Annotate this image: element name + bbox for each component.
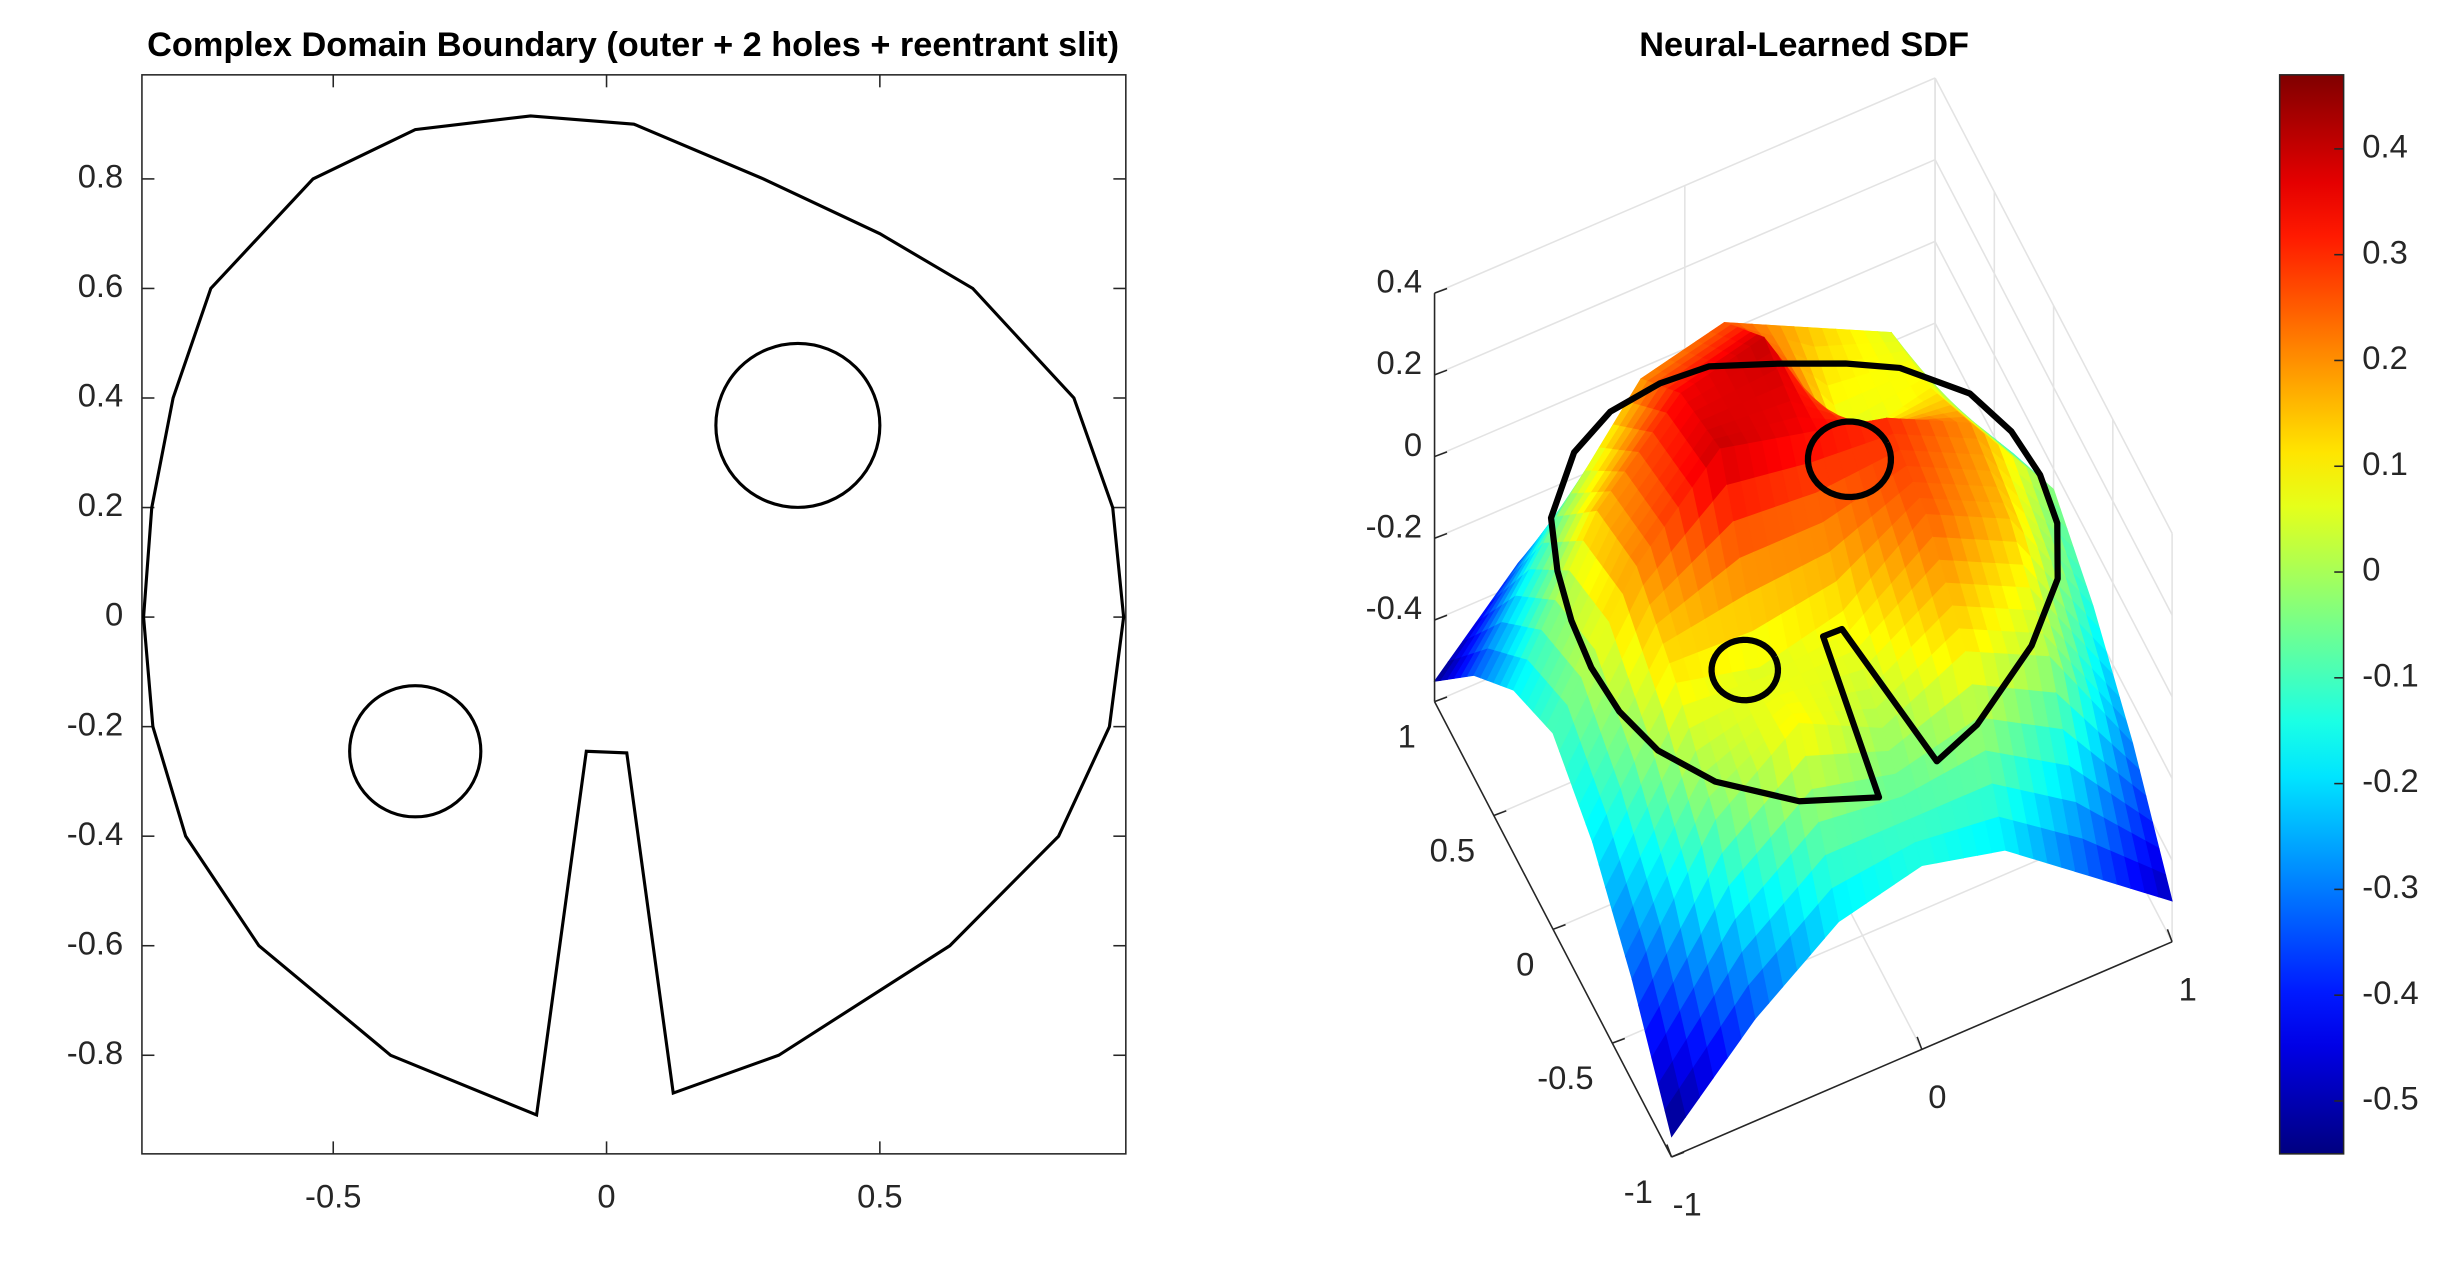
y-tick-label: 0.5 — [1430, 832, 1476, 869]
x-tick-label: -1 — [1673, 1186, 1702, 1223]
y-tick-label: 0.2 — [78, 486, 124, 523]
y-tick — [1612, 1037, 1626, 1044]
colorbar-tick-label: -0.5 — [2362, 1080, 2418, 1117]
zero-contour-hole — [1708, 636, 1782, 704]
y-tick — [1493, 810, 1507, 817]
z-tick-label: 0 — [1404, 426, 1422, 463]
axes-box — [141, 74, 1127, 1155]
colorbar — [2278, 74, 2345, 1155]
x-tick-label: 0.5 — [857, 1178, 903, 1215]
chart-title: Complex Domain Boundary (outer + 2 holes… — [147, 26, 1119, 64]
colorbar-tick-label: 0.4 — [2362, 128, 2408, 165]
hole — [348, 684, 483, 819]
z-tick-label: -0.4 — [1366, 589, 1422, 626]
z-tick — [1434, 369, 1448, 376]
z-tick-label: -0.2 — [1366, 508, 1422, 545]
x-tick-label: 0 — [1928, 1078, 1946, 1115]
colorbar-tick-label: -0.1 — [2362, 656, 2418, 693]
y-tick-label: 0.6 — [78, 267, 124, 304]
y-tick-label: -0.8 — [67, 1034, 123, 1071]
y-tick-label: 0.4 — [78, 377, 124, 414]
y-tick — [1552, 923, 1566, 931]
y-tick-label: 0 — [1516, 945, 1534, 982]
z-tick-label: 0.4 — [1377, 262, 1423, 299]
y-tick-label: -0.6 — [67, 924, 123, 961]
zero-contour-hole — [1804, 418, 1895, 501]
y-tick-label: 1 — [1398, 718, 1416, 755]
y-tick-label: -0.5 — [1537, 1059, 1593, 1096]
y-tick-label: -1 — [1624, 1173, 1653, 1210]
colorbar-tick-label: 0.3 — [2362, 233, 2408, 270]
z-tick — [1434, 532, 1448, 539]
y-tick-label: -0.2 — [67, 705, 123, 742]
colorbar-tick-label: -0.3 — [2362, 868, 2418, 905]
x-tick-label: -0.5 — [305, 1178, 361, 1215]
hole — [714, 341, 882, 509]
chart-title: Neural-Learned SDF — [1639, 26, 1969, 64]
colorbar-tick-label: 0.2 — [2362, 339, 2408, 376]
colorbar-tick-label: 0.1 — [2362, 445, 2408, 482]
colorbar-tick-label: -0.2 — [2362, 762, 2418, 799]
surface-patch — [1664, 1088, 1686, 1138]
y-tick-label: 0 — [105, 596, 123, 633]
z-tick-label: 0.2 — [1377, 344, 1423, 381]
z-tick — [1434, 451, 1448, 458]
x-tick — [1916, 1036, 1923, 1050]
z-tick — [1434, 614, 1448, 621]
zero-contour — [1547, 360, 2061, 805]
x-tick-label: 0 — [597, 1178, 615, 1215]
domain-outline — [142, 114, 1126, 1118]
x-tick — [2166, 929, 2173, 943]
z-tick — [1434, 287, 1448, 294]
y-tick — [1434, 696, 1448, 703]
y-tick-label: -0.4 — [67, 815, 123, 852]
y-tick-label: 0.8 — [78, 158, 124, 195]
x-tick-label: 1 — [2179, 970, 2197, 1007]
x-tick — [1666, 1144, 1673, 1158]
colorbar-tick-label: 0 — [2362, 551, 2380, 588]
y-tick — [1671, 1151, 1685, 1158]
colorbar-tick-label: -0.4 — [2362, 974, 2418, 1011]
